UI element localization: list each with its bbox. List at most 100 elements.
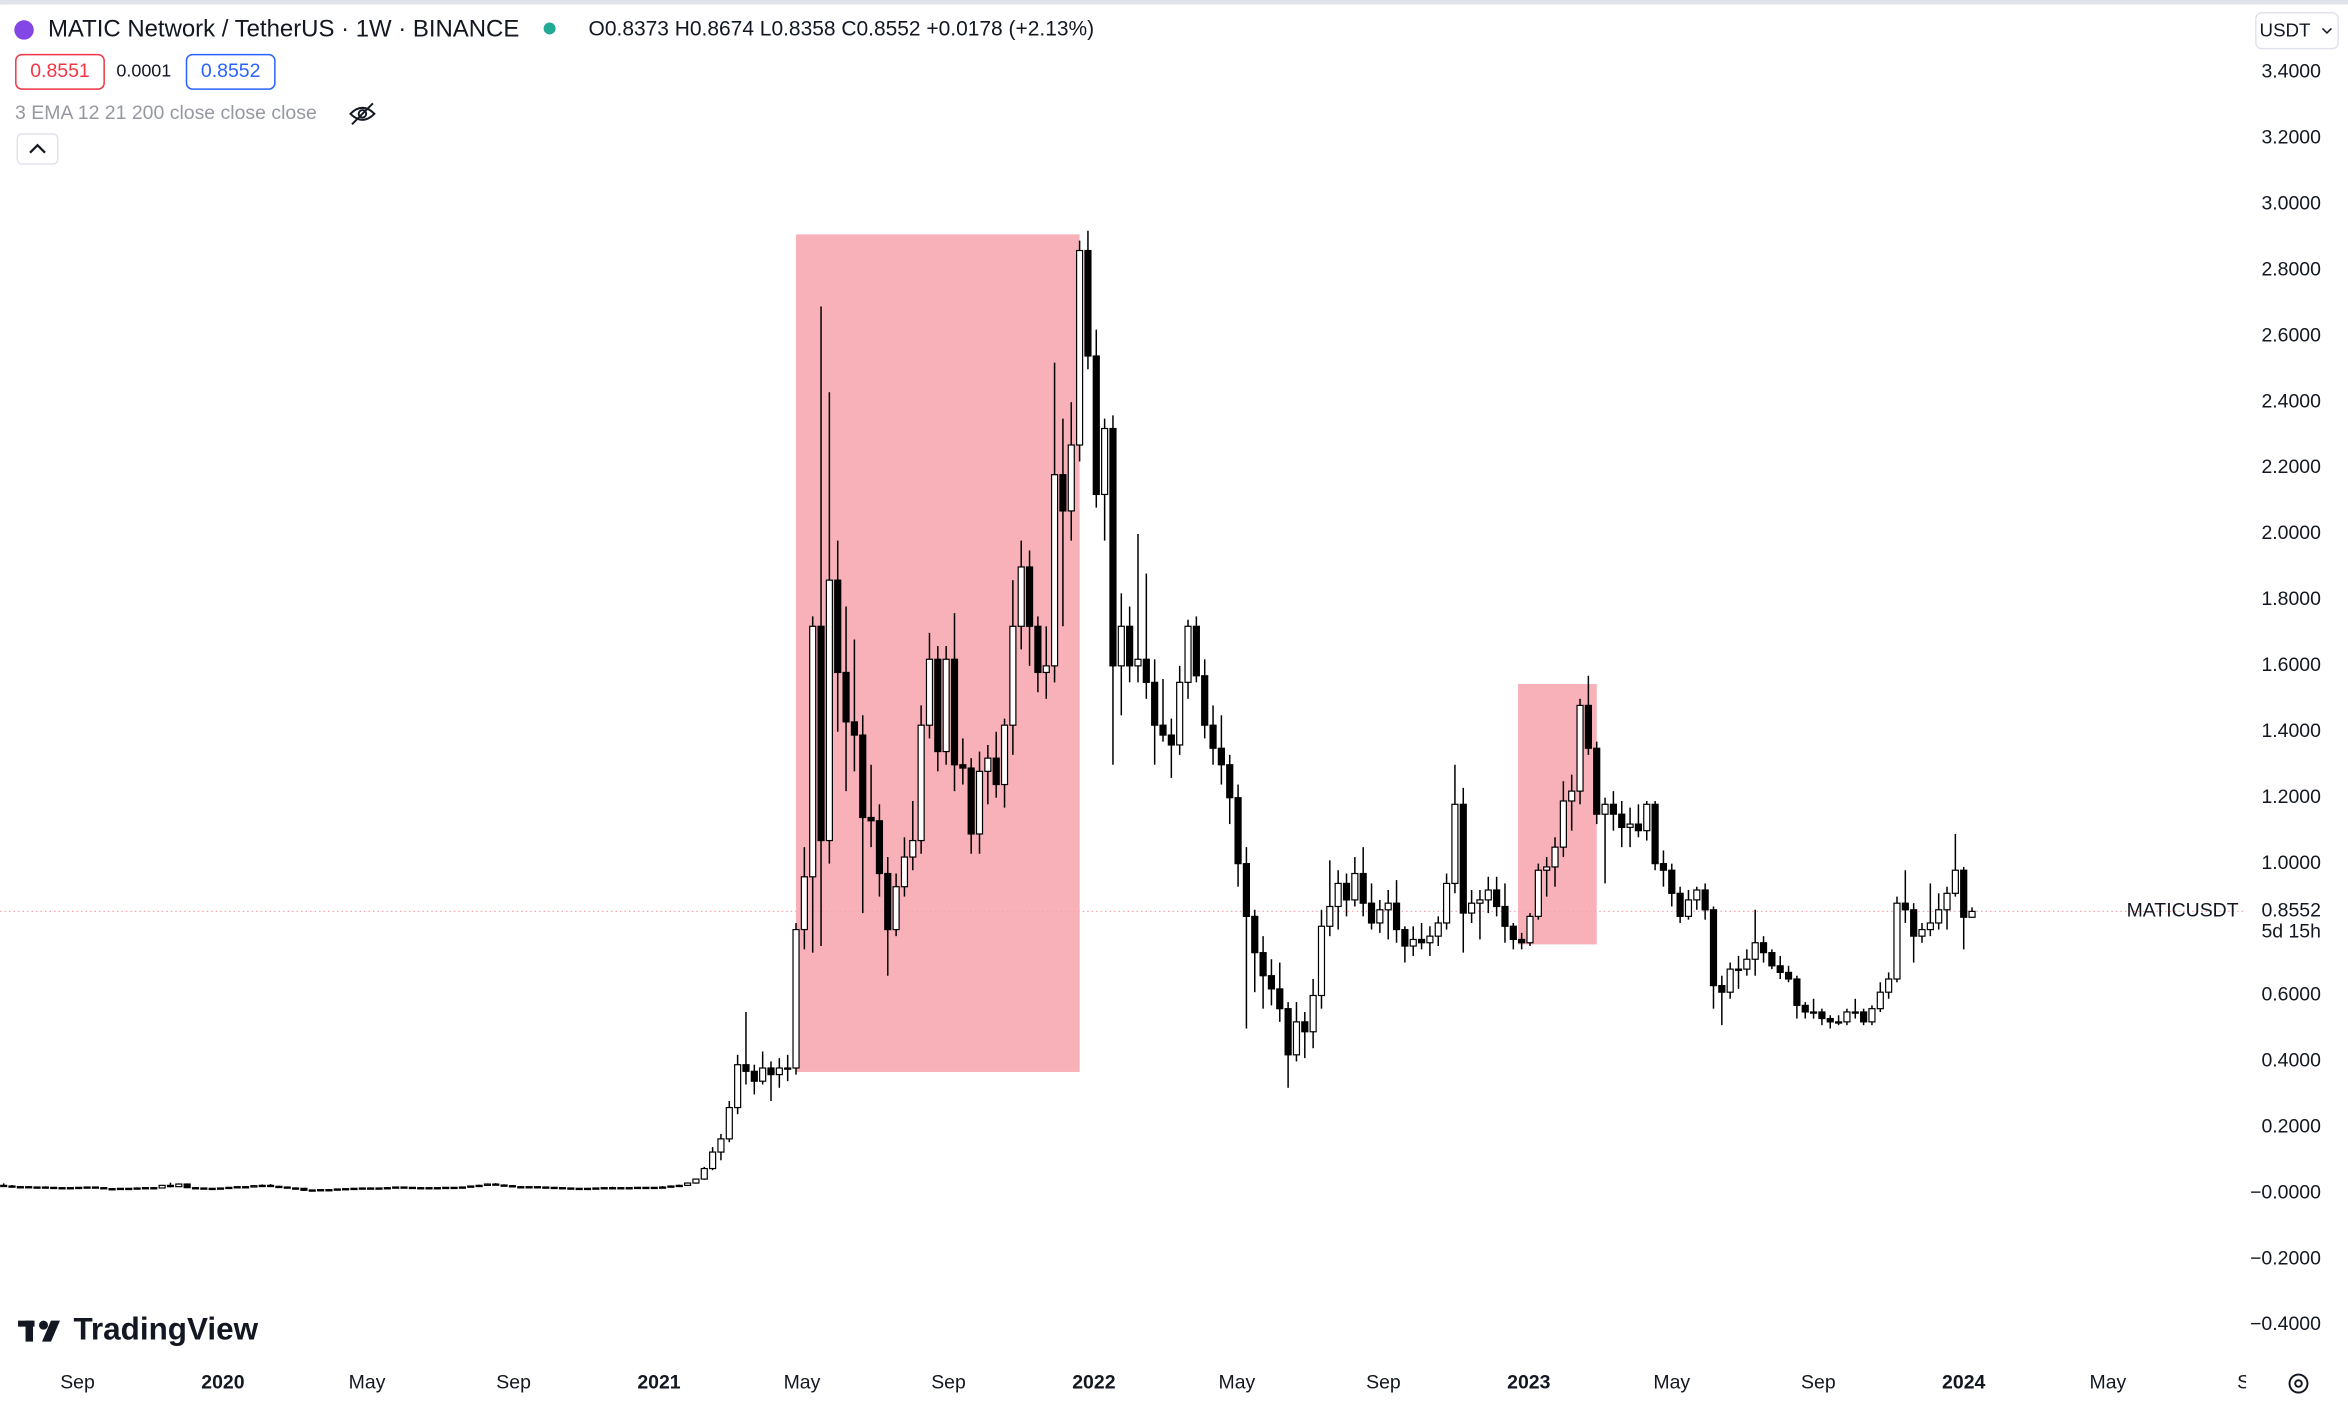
y-tick-label: 0.2000 <box>2261 1115 2321 1137</box>
hide-icon[interactable] <box>349 102 376 125</box>
candle-body <box>1559 800 1567 848</box>
symbol-label: MATICUSDT <box>2127 900 2239 922</box>
candle-body <box>1459 803 1467 914</box>
bid[interactable]: 0.8551 <box>30 60 90 82</box>
candle-body <box>892 886 900 931</box>
candle-body <box>592 1187 600 1190</box>
candle-body <box>542 1186 550 1189</box>
candle-body <box>191 1187 200 1190</box>
candle-body <box>1434 922 1442 937</box>
candle-body <box>1643 803 1651 832</box>
candle-body <box>550 1186 558 1190</box>
candle-body <box>1342 882 1351 901</box>
candle-body <box>600 1187 608 1190</box>
y-tick-label: 0.6000 <box>2261 984 2321 1006</box>
x-tick-label: 2024 <box>1942 1372 1985 1394</box>
candle-body <box>1025 566 1034 627</box>
candle-body <box>975 770 984 835</box>
y-tick-label: −0.0000 <box>2250 1181 2321 1203</box>
candle-body <box>1276 988 1284 1010</box>
candle-body <box>1176 681 1184 746</box>
candle-body <box>1000 724 1009 786</box>
candle-body <box>1601 803 1609 815</box>
candle-body <box>1259 952 1267 977</box>
candle-body <box>742 1064 750 1072</box>
candle-body <box>1851 1011 1859 1014</box>
currency-button[interactable] <box>2255 11 2339 50</box>
ask-box[interactable] <box>185 53 276 90</box>
candle-body <box>717 1138 725 1153</box>
symbol-title[interactable]: MATIC Network / TetherUS · 1W · BINANCE <box>48 15 519 42</box>
candle-body <box>283 1186 291 1189</box>
settings-icon[interactable] <box>2288 1373 2309 1394</box>
candle-body <box>66 1187 74 1190</box>
candle-body <box>1659 863 1668 871</box>
candle-body <box>1734 968 1743 971</box>
candle-body <box>200 1187 208 1190</box>
candle-body <box>1034 625 1042 674</box>
x-tick-label: Sep <box>496 1372 531 1394</box>
candle-body <box>1668 869 1676 894</box>
candle-body <box>1701 889 1709 911</box>
candle-body <box>1426 935 1434 944</box>
candle-body <box>1301 1021 1309 1033</box>
candle-body <box>1768 952 1776 967</box>
candle-body <box>450 1186 458 1190</box>
candle-body <box>1284 1008 1292 1056</box>
candle-body <box>1084 249 1092 357</box>
candle-body <box>625 1187 633 1190</box>
candle-body <box>1784 971 1793 980</box>
candle-body <box>1217 747 1225 766</box>
collapse-button[interactable] <box>16 133 59 165</box>
candle-body <box>967 767 975 835</box>
candle-body <box>567 1187 575 1190</box>
y-tick-label: 1.8000 <box>2261 588 2321 610</box>
candle-body <box>325 1189 333 1192</box>
candle-body <box>1017 566 1025 627</box>
candle-body <box>483 1183 492 1186</box>
candle-body <box>1476 899 1484 904</box>
candle-body <box>1568 790 1576 802</box>
candle-body <box>608 1187 617 1190</box>
last-price-label: 0.8552 <box>2261 900 2321 922</box>
currency-caret <box>2321 27 2332 35</box>
candle-body <box>1618 813 1626 828</box>
candle-body <box>575 1187 583 1191</box>
candle-body <box>1192 625 1200 677</box>
candle-body <box>291 1187 300 1190</box>
candle-body <box>8 1185 16 1188</box>
candle-body <box>492 1183 500 1186</box>
candle-body <box>392 1186 400 1189</box>
ask[interactable]: 0.8552 <box>201 60 261 82</box>
indicator-legend[interactable]: 3 EMA 12 21 200 close close close <box>15 102 317 124</box>
candle-body <box>1876 991 1884 1010</box>
x-tick-label: May <box>349 1372 386 1394</box>
y-tick-label: 2.2000 <box>2261 456 2321 478</box>
candle-body <box>1893 902 1901 980</box>
candle-body <box>1726 968 1734 993</box>
candle-body <box>500 1184 508 1187</box>
candle-body <box>834 579 842 674</box>
y-tick-label: 0.4000 <box>2261 1050 2321 1072</box>
symbol-logo <box>14 20 34 40</box>
candle-body <box>1442 882 1451 924</box>
candle-body <box>1351 872 1359 901</box>
candle-body <box>800 876 808 931</box>
candle-body <box>417 1187 425 1190</box>
bid-box[interactable] <box>15 53 105 90</box>
candle-body <box>175 1183 183 1188</box>
candle-body <box>1242 863 1251 917</box>
candle-body <box>784 1067 792 1070</box>
candle-body <box>250 1185 258 1188</box>
candle-body <box>125 1187 133 1191</box>
candle-body <box>900 856 909 888</box>
x-tick-label: May <box>1653 1372 1690 1394</box>
candle-body <box>1359 872 1367 904</box>
candle-body <box>650 1186 658 1190</box>
ohlc-legend: O0.8373 H0.8674 L0.8358 C0.8552 +0.0178 … <box>589 17 1095 40</box>
candle-body <box>158 1184 166 1189</box>
candle-body <box>617 1187 625 1190</box>
candle-body <box>317 1189 325 1192</box>
currency[interactable]: USDT <box>2260 19 2311 40</box>
